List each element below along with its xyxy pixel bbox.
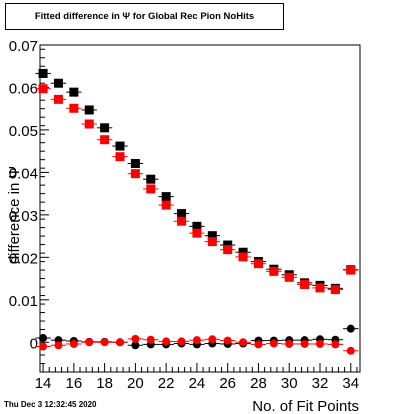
data-point-square xyxy=(192,221,202,231)
data-point-square xyxy=(53,94,63,104)
data-point-square xyxy=(207,237,217,247)
data-point-square xyxy=(346,265,356,275)
data-point-square xyxy=(315,283,325,293)
data-point-square xyxy=(223,245,233,255)
data-point-square xyxy=(53,78,63,88)
timestamp: Thu Dec 3 12:32:45 2020 xyxy=(4,400,97,409)
data-point-circle xyxy=(346,324,355,333)
data-point-circle xyxy=(300,339,309,348)
y-tick-label: 0.04 xyxy=(9,165,38,182)
data-point-square xyxy=(146,174,156,184)
data-point-square xyxy=(253,259,263,269)
data-point-square xyxy=(100,135,110,145)
data-point-circle xyxy=(85,338,94,347)
data-point-circle xyxy=(39,334,48,343)
data-point-square xyxy=(115,152,125,162)
data-point-circle xyxy=(131,341,140,350)
data-point-square xyxy=(84,105,94,115)
data-point-square xyxy=(38,68,48,78)
y-tick-label: 0.07 xyxy=(9,38,38,55)
data-point-square xyxy=(161,200,171,210)
data-point-circle xyxy=(316,339,324,348)
x-tick-label: 28 xyxy=(250,375,267,392)
data-point-square xyxy=(177,216,187,226)
data-point-circle xyxy=(69,339,78,348)
y-tick-label: 0.01 xyxy=(9,293,38,310)
y-tick-label: 0 xyxy=(30,335,38,352)
y-tick-label: 0.02 xyxy=(9,250,38,267)
data-point-square xyxy=(284,272,294,282)
x-tick-label: 18 xyxy=(96,375,113,392)
data-point-circle xyxy=(223,336,232,345)
x-tick-label: 20 xyxy=(127,375,144,392)
data-point-square xyxy=(146,184,156,194)
data-point-circle xyxy=(146,335,155,344)
data-point-square xyxy=(300,280,310,290)
data-point-circle xyxy=(192,336,201,345)
data-point-square xyxy=(161,192,171,202)
data-point-square xyxy=(38,84,48,94)
data-point-square xyxy=(192,228,202,238)
chart-title: Fitted difference in Ψ for Global Rec Pi… xyxy=(5,3,284,30)
y-tick-label: 0.06 xyxy=(9,80,38,97)
data-point-circle xyxy=(39,342,48,351)
data-point-circle xyxy=(208,335,217,344)
y-tick-label: 0.05 xyxy=(9,123,38,140)
data-point-square xyxy=(100,123,110,133)
data-point-square xyxy=(207,231,217,241)
data-point-square xyxy=(130,158,140,168)
data-marks xyxy=(35,68,359,355)
data-point-circle xyxy=(131,334,140,343)
data-point-circle xyxy=(346,346,355,355)
x-tick-label: 14 xyxy=(35,375,52,392)
x-tick-label: 30 xyxy=(281,375,298,392)
data-point-square xyxy=(269,266,279,276)
data-point-square xyxy=(115,141,125,151)
data-point-square xyxy=(330,285,340,295)
x-tick-label: 24 xyxy=(189,375,206,392)
x-tick-label: 22 xyxy=(158,375,175,392)
data-point-circle xyxy=(116,338,124,347)
x-tick-label: 16 xyxy=(66,375,83,392)
data-point-square xyxy=(177,209,187,219)
data-point-circle xyxy=(100,338,109,347)
data-point-square xyxy=(238,247,248,257)
data-point-square xyxy=(223,240,233,250)
data-point-circle xyxy=(177,337,186,346)
data-point-square xyxy=(130,169,140,179)
x-tick-label: 34 xyxy=(342,375,359,392)
data-point-square xyxy=(238,252,248,262)
x-axis-label: No. of Fit Points xyxy=(252,398,359,414)
data-point-circle xyxy=(269,339,278,348)
x-tick-label: 26 xyxy=(219,375,236,392)
data-point-circle xyxy=(331,340,340,349)
data-point-square xyxy=(84,119,94,129)
data-point-circle xyxy=(162,337,171,346)
data-point-square xyxy=(69,103,79,113)
y-axis-label: difference in Ψ xyxy=(6,166,23,264)
data-point-circle xyxy=(285,339,294,348)
y-tick-label: 0.03 xyxy=(9,208,38,225)
data-point-circle xyxy=(239,338,248,347)
plot-frame xyxy=(39,44,361,373)
data-point-square xyxy=(69,87,79,97)
axes: 0 0.01 0.02 0.03 0.04 0.05 0.06 0.07 14 16 18 20 22 2… xyxy=(9,38,359,392)
x-tick-label: 32 xyxy=(312,375,329,392)
data-point-circle xyxy=(254,340,263,349)
data-point-circle xyxy=(54,341,63,350)
